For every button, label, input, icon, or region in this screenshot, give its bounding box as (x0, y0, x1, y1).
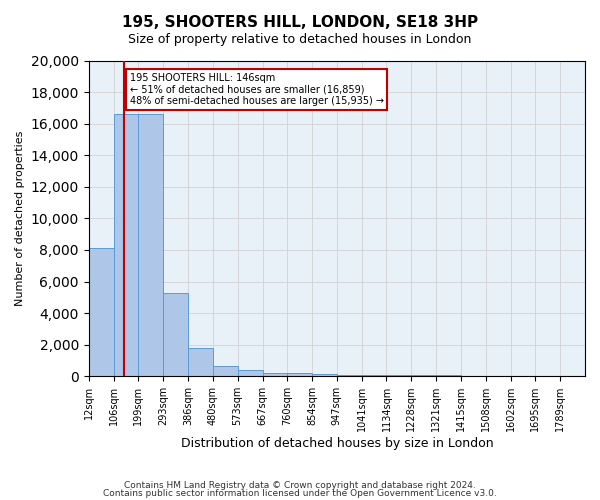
Bar (386, 375, 412, 376)
Bar (287, 374, 312, 376)
Bar (163, 292, 188, 376)
Bar (113, 114, 139, 376)
Bar (337, 374, 362, 376)
Bar (312, 374, 337, 376)
Text: Contains HM Land Registry data © Crown copyright and database right 2024.: Contains HM Land Registry data © Crown c… (124, 481, 476, 490)
Text: Contains public sector information licensed under the Open Government Licence v3: Contains public sector information licen… (103, 488, 497, 498)
Bar (89, 248, 113, 376)
Bar (238, 370, 263, 376)
Bar (412, 375, 436, 376)
Y-axis label: Number of detached properties: Number of detached properties (15, 130, 25, 306)
Bar (263, 372, 287, 376)
Text: 195, SHOOTERS HILL, LONDON, SE18 3HP: 195, SHOOTERS HILL, LONDON, SE18 3HP (122, 15, 478, 30)
Bar (188, 348, 213, 376)
Bar (362, 375, 387, 376)
Text: Size of property relative to detached houses in London: Size of property relative to detached ho… (128, 32, 472, 46)
X-axis label: Distribution of detached houses by size in London: Distribution of detached houses by size … (181, 437, 493, 450)
Text: 195 SHOOTERS HILL: 146sqm
← 51% of detached houses are smaller (16,859)
48% of s: 195 SHOOTERS HILL: 146sqm ← 51% of detac… (130, 73, 383, 106)
Bar (213, 366, 238, 376)
Bar (138, 114, 163, 376)
